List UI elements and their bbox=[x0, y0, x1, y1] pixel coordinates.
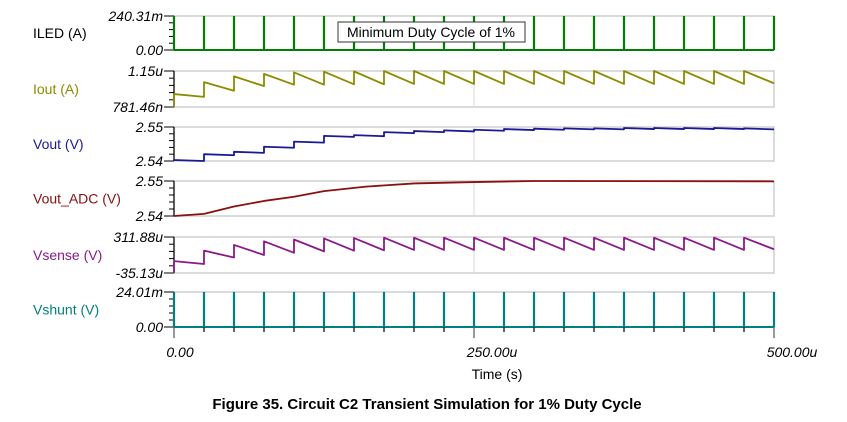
y-tick-label-min: -35.13u bbox=[116, 265, 164, 281]
y-tick-label-min: 2.54 bbox=[135, 208, 163, 224]
panel-vout-v: 2.54 2.55 Vout (V) bbox=[33, 119, 775, 169]
x-tick-label-0: 0.00 bbox=[166, 344, 193, 360]
series-vshunt-v-pulses bbox=[172, 292, 776, 328]
series-vout-v-trace bbox=[173, 127, 775, 162]
series-label: Vsense (V) bbox=[33, 247, 102, 263]
y-tick-label-max: 24.01m bbox=[115, 284, 163, 300]
series-label: Vshunt (V) bbox=[33, 302, 99, 318]
panel-vshunt-v: 0.00 24.01m Vshunt (V) bbox=[33, 284, 776, 335]
x-axis bbox=[173, 327, 775, 338]
y-tick-label-min: 0.00 bbox=[136, 319, 163, 335]
annotation-text: Minimum Duty Cycle of 1% bbox=[347, 24, 515, 40]
series-vout-adc-v-trace bbox=[173, 180, 775, 217]
series-label: Iout (A) bbox=[33, 81, 79, 97]
y-tick-label-max: 1.15u bbox=[128, 63, 163, 79]
x-tick-label-250u: 250.00u bbox=[466, 344, 518, 360]
series-label: Vout (V) bbox=[33, 136, 84, 152]
y-tick-label-min: 0.00 bbox=[136, 42, 163, 58]
y-tick-label-max: 240.31m bbox=[108, 8, 164, 24]
series-label: ILED (A) bbox=[33, 25, 87, 41]
y-tick-label-min: 781.46n bbox=[112, 99, 163, 115]
y-tick-label-max: 311.88u bbox=[113, 229, 163, 245]
y-tick-label-max: 2.55 bbox=[135, 119, 163, 135]
x-tick-labels: 0.00 250.00u 500.00u bbox=[166, 344, 817, 360]
figure-caption: Figure 35. Circuit C2 Transient Simulati… bbox=[212, 396, 641, 413]
x-tick-label-500u: 500.00u bbox=[767, 344, 818, 360]
x-axis-label: Time (s) bbox=[472, 366, 523, 382]
y-tick-label-max: 2.55 bbox=[135, 173, 163, 189]
panel-vout-adc-v: 2.54 2.55 Vout_ADC (V) bbox=[33, 173, 775, 224]
annotation-box: Minimum Duty Cycle of 1% bbox=[337, 21, 526, 43]
series-iout-a-trace bbox=[173, 70, 775, 107]
panel-iout-a: 781.46n 1.15u Iout (A) bbox=[33, 63, 775, 115]
series-label: Vout_ADC (V) bbox=[33, 191, 121, 207]
panel-vsense-v: -35.13u 311.88u Vsense (V) bbox=[33, 229, 775, 281]
y-tick-label-min: 2.54 bbox=[135, 153, 163, 169]
series-vsense-v-trace bbox=[173, 236, 775, 273]
